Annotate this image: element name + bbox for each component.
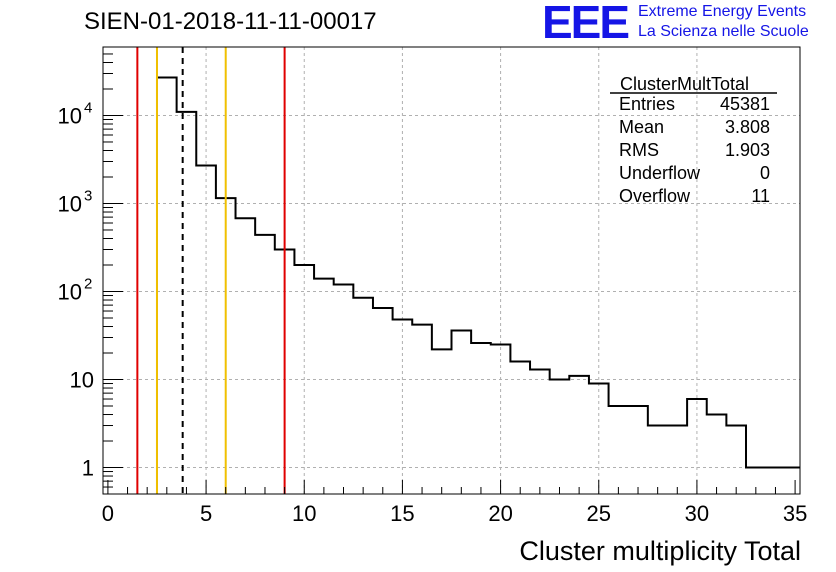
histogram-bin xyxy=(393,320,413,494)
histogram-bin xyxy=(196,166,216,494)
grid-lines xyxy=(103,47,800,494)
x-tick-label: 15 xyxy=(390,501,414,526)
histogram-bin xyxy=(687,399,707,494)
x-tick-label: 30 xyxy=(685,501,709,526)
histogram-bin xyxy=(746,468,800,494)
histogram-bin xyxy=(648,426,687,494)
y-tick-label: 10 xyxy=(70,368,94,393)
logo-line-2: La Scienza nelle Scuole xyxy=(638,23,809,40)
x-axis-label: Cluster multiplicity Total xyxy=(519,536,801,566)
histogram-bin xyxy=(471,343,491,494)
x-tick-label: 35 xyxy=(783,501,807,526)
y-tick-label: 10 xyxy=(58,279,82,304)
histogram-bin xyxy=(255,235,275,494)
y-tick-exponent: 3 xyxy=(84,187,92,204)
eee-logo-mark: EEE xyxy=(542,0,628,44)
y-tick-label: 1 xyxy=(82,456,94,481)
plot-frame xyxy=(102,46,801,495)
histogram-bin xyxy=(510,362,530,494)
stats-row-label: RMS xyxy=(619,140,659,160)
y-tick-label: 10 xyxy=(58,103,82,128)
histogram-series xyxy=(155,76,800,494)
histogram-bin xyxy=(157,78,177,494)
histogram-bin xyxy=(609,406,648,494)
histogram-bin xyxy=(550,380,570,494)
histogram-bin xyxy=(236,218,256,494)
x-tick-label: 25 xyxy=(587,501,611,526)
histogram-bin xyxy=(569,376,589,494)
stats-box: ClusterMultTotal Entries 45381 Mean 3.808 RM… xyxy=(610,74,777,206)
histogram-bin xyxy=(177,112,197,494)
stats-row-value: 0 xyxy=(760,163,770,183)
eee-logo: EEE xyxy=(542,0,630,44)
y-tick-label: 10 xyxy=(58,191,82,216)
histogram-bin xyxy=(452,331,472,494)
y-tick-exponent: 4 xyxy=(84,99,92,116)
histogram-bin xyxy=(334,285,354,494)
stats-box-title: ClusterMultTotal xyxy=(620,74,749,94)
chart-title: SIEN-01-2018-11-11-00017 xyxy=(84,8,377,35)
histogram-bin xyxy=(353,298,373,494)
histogram-bin xyxy=(491,344,511,494)
histogram-bin xyxy=(412,325,432,494)
stats-rows: Entries 45381 Mean 3.808 RMS 1.903 Underflow 0 O… xyxy=(619,94,770,206)
stats-row-value: 3.808 xyxy=(725,117,770,137)
histogram-bin xyxy=(294,265,314,494)
stats-row-value: 1.903 xyxy=(725,140,770,160)
x-axis: 0 5 10 15 20 25 30 35 xyxy=(102,480,807,526)
histogram-bin xyxy=(432,349,452,494)
histogram-bin xyxy=(726,426,746,494)
stats-row-label: Mean xyxy=(619,117,664,137)
histogram-bin xyxy=(707,415,727,494)
histogram-bin xyxy=(530,369,550,494)
logo-line-1: Extreme Energy Events xyxy=(638,3,807,20)
x-tick-label: 5 xyxy=(200,501,212,526)
stats-row-label: Entries xyxy=(619,94,675,114)
y-tick-exponent: 2 xyxy=(84,275,92,292)
histogram-bin xyxy=(373,308,393,494)
x-tick-label: 0 xyxy=(102,501,114,526)
histogram-bin xyxy=(314,279,334,494)
stats-row-label: Underflow xyxy=(619,163,701,183)
stats-row-value: 45381 xyxy=(720,94,770,114)
x-tick-label: 20 xyxy=(488,501,512,526)
histogram-bin xyxy=(589,384,609,494)
stats-row-label: Overflow xyxy=(619,186,691,206)
x-tick-label: 10 xyxy=(292,501,316,526)
marker-lines xyxy=(136,47,286,494)
histogram-outline xyxy=(155,76,800,494)
stats-row-value: 11 xyxy=(751,186,770,206)
